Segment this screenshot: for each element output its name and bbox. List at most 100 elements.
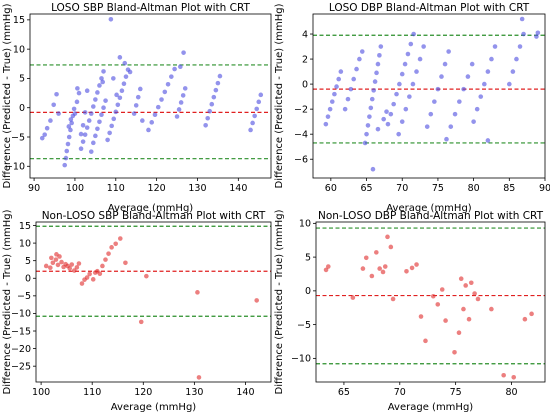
data-point [381, 116, 386, 122]
data-point [402, 61, 408, 67]
data-point [108, 16, 114, 22]
data-point [111, 116, 117, 122]
data-point [93, 97, 98, 102]
y-tick-label: 5 [19, 74, 25, 85]
data-point [258, 92, 264, 98]
scatter-points [43, 236, 259, 380]
data-point [410, 81, 416, 87]
data-point [456, 330, 462, 336]
data-point [439, 287, 445, 292]
x-axis-label: Average (mmHg) [386, 203, 471, 214]
y-axis-label: Difference (Predicted - True) (mmHg) [2, 3, 13, 188]
data-point [461, 306, 466, 312]
data-point [468, 280, 474, 286]
data-point [50, 260, 56, 266]
y-tick-label: 15 [19, 221, 31, 232]
data-point [165, 81, 171, 87]
data-point [107, 130, 112, 136]
data-point [152, 112, 158, 118]
data-point [211, 94, 217, 100]
data-point [117, 236, 123, 241]
x-tick-label: 90 [28, 183, 40, 194]
data-point [363, 255, 369, 261]
chart-title: LOSO SBP Bland-Altman Plot with CRT [51, 2, 250, 14]
data-point [74, 265, 80, 270]
data-point [74, 99, 80, 105]
data-point [95, 126, 100, 132]
data-point [522, 316, 528, 322]
y-tick-label: −10 [5, 162, 25, 173]
data-point [69, 262, 75, 267]
x-tick-label: 65 [360, 183, 372, 194]
data-point [97, 83, 102, 88]
plot-frame [29, 13, 272, 179]
data-point [444, 136, 449, 142]
data-point [91, 104, 96, 109]
plot-frame [35, 221, 272, 383]
data-point [323, 121, 329, 127]
y-tick-label: −2 [294, 104, 308, 115]
data-point [414, 69, 419, 74]
data-point [135, 94, 141, 100]
data-point [378, 44, 384, 49]
data-point [101, 69, 106, 74]
data-point [507, 81, 512, 87]
y-tick-label: −5 [17, 291, 31, 302]
data-point [408, 41, 414, 47]
data-point [87, 271, 92, 277]
data-point [489, 56, 494, 62]
data-point [325, 264, 331, 269]
chart-title: LOSO DBP Bland-Altman Plot with CRT [329, 2, 530, 14]
x-tick-label: 110 [83, 387, 101, 398]
data-point [122, 60, 128, 66]
data-point [458, 276, 464, 282]
y-tick-label: 10 [13, 44, 25, 55]
data-point [217, 73, 223, 79]
x-tick-label: 140 [229, 183, 247, 194]
data-point [97, 119, 102, 125]
data-point [82, 110, 88, 115]
data-point [43, 263, 49, 269]
data-point [254, 106, 260, 112]
data-point [162, 89, 168, 95]
data-point [95, 90, 100, 95]
data-point [72, 111, 78, 116]
y-tick-label: 4 [302, 29, 308, 40]
data-point [172, 66, 177, 72]
data-point [377, 266, 382, 271]
data-point [105, 137, 110, 143]
x-tick-label: 75 [432, 183, 444, 194]
data-point [248, 127, 253, 133]
y-tick-label: 0 [305, 286, 311, 297]
data-point [176, 107, 182, 112]
data-point [182, 86, 188, 91]
chart-title: Non-LOSO DBP Bland-Altman Plot with CRT [318, 210, 544, 222]
x-axis-label: Average (mmHg) [111, 402, 196, 412]
y-tick-label: 0 [302, 79, 308, 90]
y-tick-label: −10 [291, 354, 311, 365]
data-point [411, 31, 416, 37]
data-point [209, 101, 215, 107]
data-point [78, 131, 84, 137]
data-point [117, 95, 123, 101]
data-point [382, 264, 388, 269]
data-point [127, 69, 133, 75]
data-point [68, 127, 73, 133]
data-point [380, 269, 386, 275]
y-tick-label: 0 [25, 274, 31, 285]
data-point [323, 267, 329, 273]
data-point [362, 140, 368, 146]
data-point [42, 132, 48, 137]
data-point [369, 96, 375, 102]
scatter-points [39, 16, 264, 168]
data-point [409, 265, 415, 271]
data-point [88, 149, 94, 154]
data-point [489, 306, 494, 312]
data-point [435, 86, 441, 92]
y-tick-label: −20 [11, 344, 31, 355]
x-tick-label: 100 [32, 387, 50, 398]
data-point [131, 111, 137, 116]
data-point [435, 302, 441, 307]
x-tick-label: 130 [188, 183, 206, 194]
